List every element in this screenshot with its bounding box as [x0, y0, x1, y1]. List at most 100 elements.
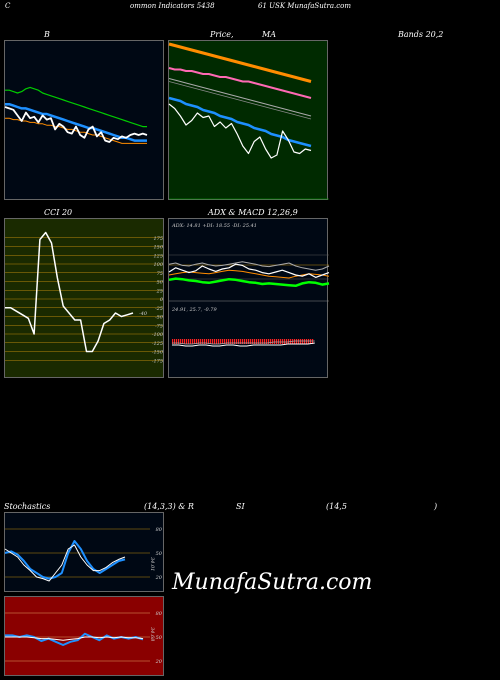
macd-bar [280, 339, 282, 344]
macd-bar [238, 339, 240, 344]
cci-line [5, 231, 134, 353]
price-series-2 [168, 78, 312, 117]
macd-bar [186, 339, 188, 344]
cci-tick-10: -75 [155, 323, 163, 329]
macd-bar [212, 339, 214, 344]
price-series-4 [168, 103, 312, 159]
stoch-k-line [4, 540, 126, 580]
price-chart [168, 42, 329, 200]
macd-bar [214, 339, 216, 344]
cci-tick-12: -125 [152, 341, 163, 347]
macd-bar [172, 339, 174, 344]
macd-bar [254, 339, 256, 344]
macd-bar [302, 339, 304, 344]
macd-bar [174, 339, 176, 344]
macd-bar [180, 339, 182, 344]
stoch-tick-2: 20 [155, 575, 163, 581]
macd-bar [236, 339, 238, 344]
macd-bar [286, 339, 288, 344]
macd-bar [282, 339, 284, 344]
macd-bar [184, 339, 186, 344]
cci-tick-4: 75 [157, 271, 163, 277]
adx-panel: ADX: 14.81 +DI: 18.55 -DI: 25.41 24.91, 2… [168, 218, 330, 378]
macd-bar [268, 339, 270, 344]
macd-bar [272, 339, 274, 344]
macd-bar [202, 339, 204, 344]
macd-bar [310, 339, 312, 344]
cci-tick-8: -25 [155, 306, 163, 312]
macd-bar [308, 339, 310, 344]
bands-panel [4, 40, 164, 200]
macd-bar [244, 339, 246, 344]
macd-bar [232, 339, 234, 344]
macd-signal [172, 340, 315, 345]
cci-tick-11: -100 [152, 332, 164, 338]
macd-bar [210, 339, 212, 344]
rsi-panel: 80 50 20 34.68 [4, 596, 164, 676]
rsi-value-label: 34.68 [149, 627, 155, 641]
macd-bar [192, 339, 194, 344]
rsi-tick-2: 20 [155, 659, 163, 665]
adx-series-1 [168, 261, 330, 271]
rsi-title: SI [236, 502, 245, 511]
macd-bar [298, 339, 300, 344]
bands-right-title: Bands 20,2 [398, 30, 444, 39]
cci-tick-0: 175 [153, 236, 163, 242]
rsi-tick-0: 80 [156, 611, 163, 617]
macd-bar [182, 339, 184, 344]
cci-tick-1: 150 [153, 245, 163, 251]
macd-bar [250, 339, 252, 344]
stoch-value-label: 34.01 [149, 557, 155, 571]
cci-tick-5: 50 [157, 280, 164, 286]
macd-bar [260, 339, 262, 344]
macd-bar [294, 339, 296, 344]
cci-chart: 175 150 125 100 75 50 25 0 -25 -50 -75 -100 -125 -150… [5, 231, 164, 364]
rsi-signal [5, 636, 144, 641]
stoch-params: (14,3,3) & R [144, 502, 194, 511]
stoch-d-line [4, 544, 126, 582]
stoch-panel: 80 50 20 34.01 [4, 512, 164, 592]
stoch-title: Stochastics [4, 502, 51, 511]
macd-bar [200, 339, 202, 344]
macd-bar [270, 339, 272, 344]
macd-bar [216, 339, 218, 344]
macd-bar [274, 339, 276, 344]
adx-label: ADX: 14.81 +DI: 18.55 -DI: 25.41 [171, 223, 257, 229]
macd-bar [190, 339, 192, 344]
macd-bar [222, 339, 224, 344]
bands-series-1 [5, 102, 147, 142]
macd-bar [284, 339, 286, 344]
price-panel [168, 40, 329, 200]
stoch-tick-1: 50 [156, 551, 163, 557]
macd-bar [258, 339, 260, 344]
macd-bar [208, 339, 210, 344]
macd-bar [220, 339, 222, 344]
rsi-close: ) [434, 502, 438, 511]
macd-line [172, 342, 315, 347]
bands-series-2 [5, 117, 147, 144]
macd-bar [266, 339, 268, 344]
rsi-tick-1: 50 [156, 635, 163, 641]
macd-bar [218, 339, 220, 344]
macd-bar [300, 339, 302, 344]
adx-series-3 [168, 263, 330, 279]
macd-bar [178, 339, 180, 344]
adx-series-0 [168, 277, 330, 288]
price-ma-title: MA [262, 30, 276, 39]
cci-tick-9: -50 [155, 315, 164, 321]
cci-tick-14: -175 [152, 358, 163, 364]
macd-bar [234, 339, 236, 344]
macd-bar [206, 339, 208, 344]
macd-bar [176, 339, 178, 344]
macd-bar [296, 339, 298, 344]
cci-value-label: -40 [139, 311, 148, 317]
macd-bar [196, 339, 198, 344]
macd-bar [194, 339, 196, 344]
price-series-grey-2 [168, 81, 312, 120]
cci-panel: 175 150 125 100 75 50 25 0 -25 -50 -75 -100 -125 -150… [4, 218, 164, 378]
header-right: 61 USK MunafaSutra.com [258, 2, 352, 10]
rsi-params: (14,5 [326, 502, 347, 511]
macd-bar [188, 339, 190, 344]
macd-bar [264, 339, 266, 344]
